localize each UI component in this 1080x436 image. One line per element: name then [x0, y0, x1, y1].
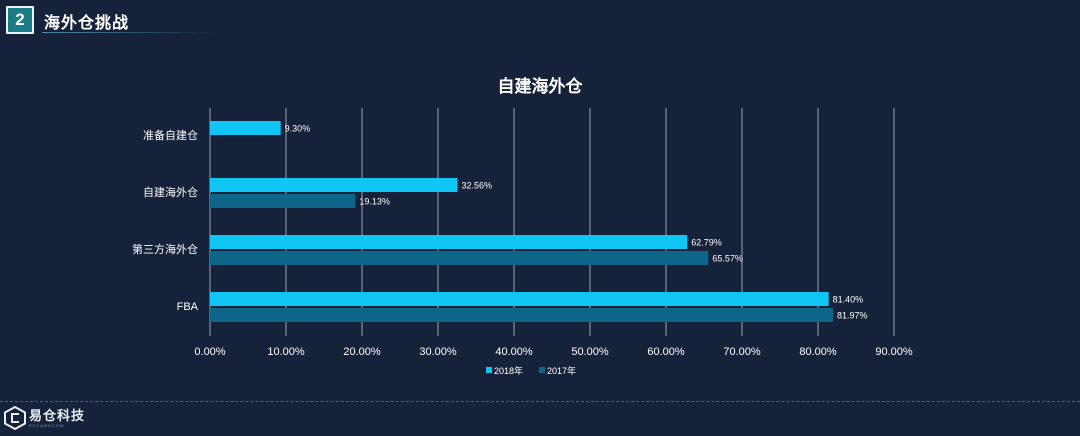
section-number-badge: 2 [6, 6, 34, 34]
category-label: 准备自建仓 [143, 128, 198, 142]
axes: 0.00% 10.00% 20.00% 30.00% 40.00% 50.00% 60.00… [132, 128, 913, 358]
bar [210, 121, 281, 135]
section-title-underline [42, 32, 214, 33]
logo-tagline: ECCANGCOM [29, 422, 65, 428]
chart-title: 自建海外仓 [497, 77, 583, 96]
legend-label: 2018年 [494, 365, 523, 376]
category-label: 第三方海外仓 [132, 242, 198, 256]
data-label: 9.30% [285, 124, 311, 134]
data-label: 65.57% [712, 254, 743, 264]
x-tick-label: 90.00% [875, 346, 913, 358]
category-label: 自建海外仓 [143, 185, 198, 199]
bar [210, 235, 688, 249]
bar [210, 308, 833, 322]
bar [210, 178, 458, 192]
bar [210, 251, 709, 265]
data-label: 19.13% [359, 197, 390, 207]
data-label: 62.79% [691, 238, 722, 248]
x-tick-label: 40.00% [495, 346, 533, 358]
x-tick-label: 10.00% [267, 346, 305, 358]
category-label: FBA [177, 301, 199, 313]
bars [210, 121, 833, 322]
data-labels: 9.30% 32.56% 19.13% 62.79% 65.57% 81.40% 81.97… [285, 124, 868, 321]
bar-chart: 9.30% 32.56% 19.13% 62.79% 65.57% 81.40% 81.97… [132, 108, 913, 376]
legend-swatch [539, 367, 545, 373]
logo-mark-icon [4, 406, 26, 430]
footer-divider [0, 401, 1080, 402]
logo-name: 易仓科技 [29, 407, 86, 423]
x-tick-label: 0.00% [194, 346, 225, 358]
bar [210, 292, 829, 306]
legend-label: 2017年 [547, 365, 576, 376]
x-tick-label: 50.00% [571, 346, 609, 358]
section-title: 海外仓挑战 [44, 15, 130, 32]
data-label: 32.56% [461, 181, 492, 191]
data-label: 81.40% [833, 295, 864, 305]
x-tick-label: 80.00% [799, 346, 837, 358]
legend: 2018年 2017年 [486, 365, 576, 376]
legend-swatch [486, 367, 492, 373]
bar [210, 194, 356, 208]
x-tick-label: 70.00% [723, 346, 761, 358]
x-tick-label: 20.00% [343, 346, 381, 358]
x-tick-label: 30.00% [419, 346, 457, 358]
data-label: 81.97% [837, 311, 868, 321]
x-tick-label: 60.00% [647, 346, 685, 358]
company-logo: 易仓科技 ECCANGCOM [4, 406, 85, 430]
